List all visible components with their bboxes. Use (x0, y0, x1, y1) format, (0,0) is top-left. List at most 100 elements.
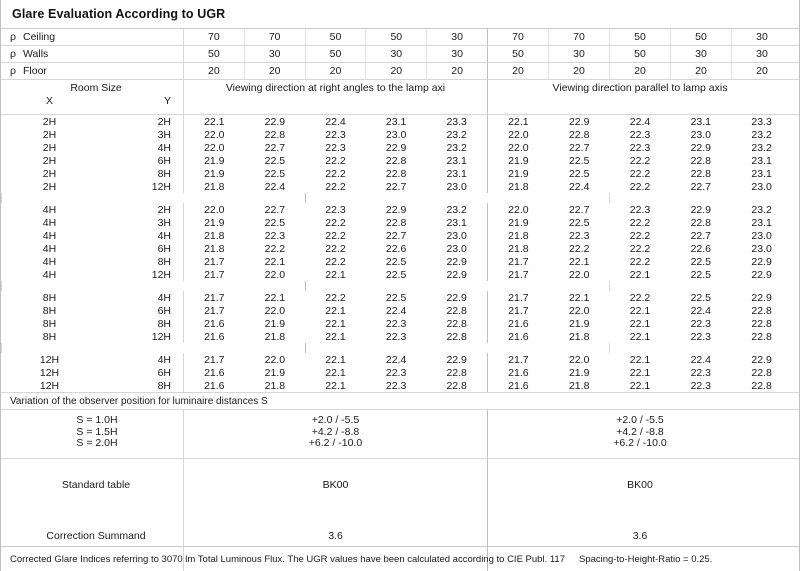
ugr-value: 21.7 (508, 304, 529, 317)
ugr-value: 22.6 (690, 242, 711, 255)
reflectance-value: 20 (488, 63, 549, 79)
table-row: 4H 12H 21.7 22.0 22.1 22.5 22.9 21.7 22.0 22.1 22.… (1, 268, 799, 281)
variation-value: +6.2 / -10.0 (613, 437, 667, 449)
room-size-cell: 12H 6H (1, 366, 184, 379)
reflectance-value: 20 (756, 65, 768, 77)
ugr-value: 22.0 (568, 304, 590, 317)
room-size-y-value: 3H (157, 128, 171, 141)
variation-values-parallel: +2.0 / -5.5 +4.2 / -8.8 +6.2 / -10.0 (488, 410, 792, 458)
spacer-left-col (2, 343, 306, 353)
ugr-values-left: 22.0 22.7 22.3 22.9 23.2 (184, 203, 488, 216)
ugr-value: 22.2 (629, 216, 651, 229)
ugr-value: 22.2 (629, 229, 651, 242)
ugr-values-left: 21.6 21.9 22.1 22.3 22.8 (184, 366, 488, 379)
filler-middle (184, 561, 488, 571)
reflectance-value: 70 (549, 29, 610, 45)
ugr-value: 22.1 (204, 115, 225, 128)
variation-distance: S = 1.0H (76, 414, 118, 426)
variation-distance: S = 2.0H (76, 437, 118, 449)
ugr-value: 22.0 (204, 203, 225, 216)
spacer-left-col (2, 281, 306, 291)
ugr-value: 21.6 (508, 379, 529, 392)
ugr-value: 22.1 (629, 304, 651, 317)
ugr-value: 22.2 (325, 229, 346, 242)
ugr-value: 21.7 (204, 255, 225, 268)
ugr-value: 22.8 (568, 128, 590, 141)
room-size-y-value: 12H (151, 268, 171, 281)
ugr-value: 22.2 (325, 216, 346, 229)
ugr-value: 22.0 (508, 128, 529, 141)
spacer-label-col (1, 343, 2, 353)
reflectance-surface-name: Ceiling (23, 31, 56, 43)
spacer-label-col (1, 281, 2, 291)
ugr-value: 22.9 (446, 353, 467, 366)
room-size-x-value: 8H (42, 330, 57, 343)
reflectance-value: 50 (610, 29, 671, 45)
ugr-value: 21.7 (204, 291, 225, 304)
ugr-value: 21.8 (508, 180, 529, 193)
ugr-value: 22.7 (264, 203, 286, 216)
room-size-x-value: 4H (42, 203, 57, 216)
ugr-value: 23.1 (751, 154, 772, 167)
page-title-bar: Glare Evaluation According to UGR (1, 0, 799, 29)
ugr-values-left: 22.0 22.8 22.3 23.0 23.2 (184, 128, 488, 141)
ugr-values-left: 21.9 22.5 22.2 22.8 23.1 (184, 216, 488, 229)
ugr-value: 23.0 (751, 180, 772, 193)
ugr-value: 21.8 (204, 180, 225, 193)
ugr-value: 22.0 (264, 268, 286, 281)
spacer-right-col (306, 343, 610, 353)
table-row: 2H 12H 21.8 22.4 22.2 22.7 23.0 21.8 22.4 22.2 22.… (1, 180, 799, 193)
table-row: 2H 6H 21.9 22.5 22.2 22.8 23.1 21.9 22.5 22.2 22.8… (1, 154, 799, 167)
ugr-value: 23.2 (446, 203, 467, 216)
room-size-cell: 2H 2H (1, 115, 184, 128)
ugr-value: 22.1 (629, 268, 651, 281)
standard-table-value-parallel: BK00 (627, 479, 653, 491)
footer-main-text: Corrected Glare Indices referring to 307… (10, 553, 565, 565)
room-size-cell: 4H 12H (1, 268, 184, 281)
ugr-values-right: 21.7 22.0 22.1 22.4 22.9 (488, 353, 792, 366)
ugr-values-right: 21.8 22.4 22.2 22.7 23.0 (488, 180, 792, 193)
ugr-value: 22.1 (325, 379, 346, 392)
ugr-value: 22.5 (568, 216, 590, 229)
ugr-value: 22.5 (568, 154, 590, 167)
ugr-value: 23.1 (446, 154, 467, 167)
room-size-cell: 2H 12H (1, 180, 184, 193)
ugr-value: 22.7 (264, 141, 286, 154)
data-group-spacer (1, 193, 799, 203)
ugr-values-left: 21.6 21.8 22.1 22.3 22.8 (184, 379, 488, 392)
room-size-y-value: 2H (157, 115, 171, 128)
table-row: 2H 2H 22.1 22.9 22.4 23.1 23.3 22.1 22.9 22.4 23.1… (1, 115, 799, 128)
room-size-y-value: 4H (157, 291, 171, 304)
ugr-value: 21.8 (264, 379, 286, 392)
ugr-value: 22.7 (690, 180, 711, 193)
table-row: 8H 12H 21.6 21.8 22.1 22.3 22.8 21.6 21.8 22.1 22.… (1, 330, 799, 343)
ugr-value: 21.7 (508, 353, 529, 366)
ugr-value: 22.8 (446, 304, 467, 317)
table-row: 4H 6H 21.8 22.2 22.2 22.6 23.0 21.8 22.2 22.2 22.6… (1, 242, 799, 255)
reflectance-row: ρ Floor 20 20 20 20 20 20 20 20 20 20 (1, 63, 799, 80)
room-size-x-value: 4H (42, 242, 57, 255)
reflectance-value: 50 (306, 46, 367, 62)
ugr-value: 22.2 (325, 242, 346, 255)
reflectance-value: 20 (366, 63, 428, 79)
footer-divider (1, 546, 799, 547)
correction-summand-value-perpendicular: 3.6 (184, 511, 488, 561)
ugr-values-right: 22.0 22.8 22.3 23.0 23.2 (488, 128, 792, 141)
ugr-value: 22.5 (690, 255, 711, 268)
room-size-x-value: 4H (42, 229, 57, 242)
room-size-cell: 4H 3H (1, 216, 184, 229)
correction-summand-row: Correction Summand 3.6 3.6 (1, 511, 799, 561)
ugr-value: 22.2 (325, 180, 346, 193)
reflectance-value: 30 (366, 46, 428, 62)
ugr-value: 22.3 (325, 141, 346, 154)
ugr-value: 22.7 (385, 180, 407, 193)
ugr-value: 22.8 (751, 304, 772, 317)
ugr-value: 22.9 (751, 268, 772, 281)
table-row: 8H 4H 21.7 22.1 22.2 22.5 22.9 21.7 22.1 22.2 22.5… (1, 291, 799, 304)
ugr-value: 22.0 (508, 141, 529, 154)
ugr-value: 22.4 (690, 353, 711, 366)
room-size-x-value: 12H (39, 379, 60, 392)
ugr-value: 21.9 (568, 317, 590, 330)
room-size-y-value: 8H (157, 255, 171, 268)
ugr-value: 22.8 (446, 366, 467, 379)
